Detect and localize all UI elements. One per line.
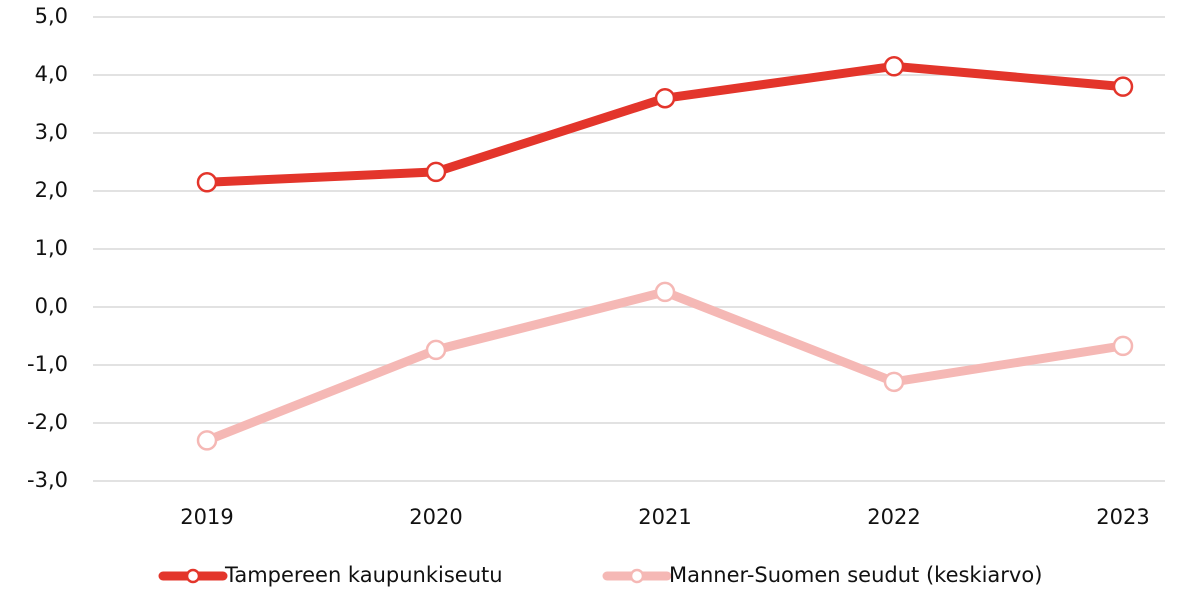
legend-marker [185, 568, 201, 584]
y-tick-label: 4,0 [35, 62, 68, 86]
point [654, 281, 676, 303]
x-tick-label: 2019 [180, 505, 233, 529]
y-tick-label: -2,0 [27, 410, 68, 434]
point [1112, 76, 1134, 97]
y-tick-label: 0,0 [35, 294, 68, 318]
point [196, 172, 218, 193]
series-line [206, 61, 1124, 187]
y-tick-label: 3,0 [35, 120, 68, 144]
point [425, 161, 447, 183]
x-tick-label: 2021 [638, 505, 691, 529]
point [654, 87, 676, 109]
point [196, 430, 218, 451]
point [883, 371, 905, 393]
y-tick-label: -3,0 [27, 468, 68, 492]
x-tick-label: 2023 [1096, 505, 1149, 529]
y-tick-label: 2,0 [35, 178, 68, 202]
y-tick-label: 5,0 [35, 4, 68, 28]
series-line [205, 287, 1124, 445]
point [1112, 335, 1134, 357]
legend-marker [629, 568, 645, 584]
point [883, 56, 905, 77]
point [425, 339, 447, 361]
legend-label: Tampereen kaupunkiseutu [224, 563, 503, 587]
x-tick-label: 2022 [867, 505, 920, 529]
legend-label: Manner-Suomen seudut (keskiarvo) [669, 563, 1042, 587]
y-tick-label: -1,0 [27, 352, 68, 376]
y-tick-label: 1,0 [35, 236, 68, 260]
x-tick-label: 2020 [409, 505, 462, 529]
